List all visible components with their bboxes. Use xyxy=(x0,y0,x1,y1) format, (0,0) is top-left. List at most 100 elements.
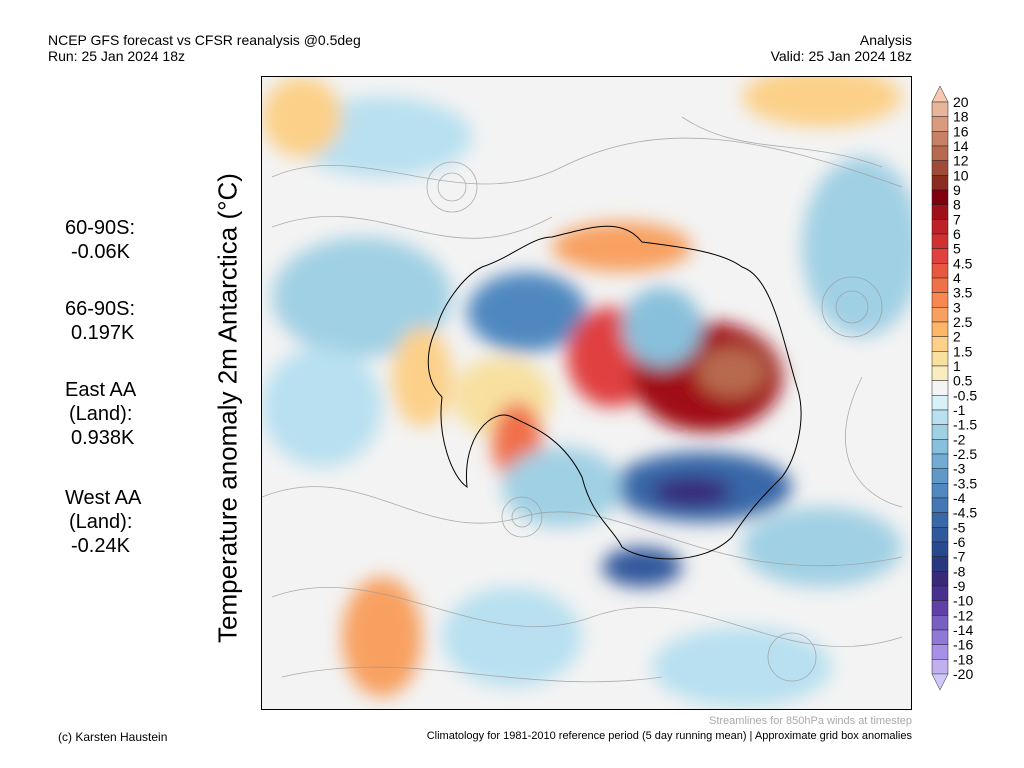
colorbar-tick-label: 1.5 xyxy=(953,343,973,359)
colorbar-segment xyxy=(931,233,949,249)
y-axis-label: Temperature anomaly 2m Antarctica (°C) xyxy=(212,173,243,643)
climatology-note: Climatology for 1981-2010 reference peri… xyxy=(426,730,912,742)
colorbar-tick-label: -18 xyxy=(953,651,973,667)
colorbar-tick-label: 14 xyxy=(953,138,969,154)
colorbar-tick-label: 20 xyxy=(953,94,969,110)
stat-value: -0.06K xyxy=(71,241,130,263)
colorbar-segment xyxy=(931,248,949,264)
title-run: Run: 25 Jan 2024 18z xyxy=(48,48,185,64)
colorbar-segment xyxy=(931,453,949,469)
colorbar-tick-label: 3 xyxy=(953,299,961,315)
stat-west-aa: West AA (Land): -0.24K xyxy=(65,486,141,558)
colorbar-tick-label: -1.5 xyxy=(953,417,977,433)
colorbar-tick-label: 9 xyxy=(953,182,961,198)
colorbar-tick-label: -2.5 xyxy=(953,446,977,462)
colorbar-tick-label: -5 xyxy=(953,519,966,535)
colorbar-segment xyxy=(931,131,949,147)
colorbar-segment xyxy=(931,600,949,616)
colorbar-segment xyxy=(931,160,949,176)
colorbar-tick-label: 1 xyxy=(953,358,961,374)
colorbar-segment xyxy=(931,219,949,235)
colorbar-segment xyxy=(931,189,949,205)
anomaly-field xyxy=(262,77,911,707)
stat-66-90s: 66-90S: 0.197K xyxy=(65,297,135,345)
stat-60-90s: 60-90S: -0.06K xyxy=(65,216,135,264)
colorbar-segment xyxy=(931,424,949,440)
colorbar-tick-label: -4.5 xyxy=(953,505,977,521)
colorbar-tick-label: 0.5 xyxy=(953,373,973,389)
colorbar-segment xyxy=(931,395,949,411)
streamlines xyxy=(262,116,903,683)
title-model: NCEP GFS forecast vs CFSR reanalysis @0.… xyxy=(48,32,361,48)
colorbar-tick-label: 12 xyxy=(953,153,969,169)
streamlines-note: Streamlines for 850hPa winds at timestep xyxy=(709,715,912,727)
colorbar-segment xyxy=(931,292,949,308)
colorbar-segment xyxy=(931,571,949,587)
colorbar-tick-label: 6 xyxy=(953,226,961,242)
anomaly-map xyxy=(261,76,912,710)
stat-label: East AA xyxy=(65,379,137,401)
colorbar-segment xyxy=(931,439,949,455)
colorbar-tick-label: -20 xyxy=(953,666,973,682)
colorbar-tick-label: -10 xyxy=(953,593,973,609)
colorbar-tick-label: 7 xyxy=(953,211,961,227)
colorbar-segment xyxy=(931,629,949,645)
colorbar-tick-label: -3.5 xyxy=(953,475,977,491)
colorbar-tick-label: 16 xyxy=(953,123,969,139)
colorbar-svg: 201816141210987654.543.532.521.510.5-0.5… xyxy=(931,85,977,691)
credit-text: (c) Karsten Haustein xyxy=(58,730,168,744)
colorbar-arrow-top xyxy=(931,85,949,103)
colorbar-segment xyxy=(931,336,949,352)
colorbar-segment xyxy=(931,585,949,601)
colorbar-tick-label: 8 xyxy=(953,197,961,213)
colorbar-tick-label: -12 xyxy=(953,607,973,623)
colorbar-tick-label: -8 xyxy=(953,563,966,579)
colorbar: 20 18 16 14 12 10 9 8 7 6 5 4.5 4 3.5 3 2.5 2 1.5 1 0.5 -0.5… xyxy=(928,85,988,706)
colorbar-tick-label: -1 xyxy=(953,402,966,418)
colorbar-segment xyxy=(931,468,949,484)
colorbar-segment xyxy=(931,175,949,191)
colorbar-segment xyxy=(931,263,949,279)
colorbar-segment xyxy=(931,556,949,572)
colorbar-segment xyxy=(931,380,949,396)
colorbar-tick-label: -6 xyxy=(953,534,966,550)
colorbar-segment xyxy=(931,644,949,660)
colorbar-tick-label: 2 xyxy=(953,329,961,345)
colorbar-tick-label: -14 xyxy=(953,622,973,638)
stat-east-aa: East AA (Land): 0.938K xyxy=(65,378,136,450)
colorbar-tick-label: 3.5 xyxy=(953,285,973,301)
colorbar-segment xyxy=(931,365,949,381)
colorbar-tick-label: -9 xyxy=(953,578,966,594)
stat-label-2: (Land): xyxy=(69,403,133,425)
colorbar-tick-label: 2.5 xyxy=(953,314,973,330)
stat-label: West AA xyxy=(65,487,142,509)
colorbar-tick-label: -7 xyxy=(953,549,966,565)
stat-value: -0.24K xyxy=(71,535,130,557)
colorbar-tick-label: -0.5 xyxy=(953,387,977,403)
stat-label: 66-90S: xyxy=(65,298,136,320)
colorbar-tick-label: -4 xyxy=(953,490,966,506)
title-valid: Valid: 25 Jan 2024 18z xyxy=(770,48,912,64)
colorbar-arrow-bottom xyxy=(931,673,949,691)
colorbar-tick-label: 10 xyxy=(953,167,969,183)
colorbar-segment xyxy=(931,659,949,675)
colorbar-segment xyxy=(931,541,949,557)
colorbar-segment xyxy=(931,409,949,425)
map-graphic xyxy=(262,77,911,707)
colorbar-segment xyxy=(931,145,949,161)
colorbar-segment xyxy=(931,307,949,323)
colorbar-segment xyxy=(931,116,949,132)
colorbar-segment xyxy=(931,204,949,220)
colorbar-tick-label: -2 xyxy=(953,431,966,447)
colorbar-tick-label: -3 xyxy=(953,461,966,477)
antarctica-coastline xyxy=(427,225,802,560)
colorbar-segment xyxy=(931,512,949,528)
colorbar-segment xyxy=(931,615,949,631)
stat-value: 0.197K xyxy=(71,322,135,344)
colorbar-tick-label: 18 xyxy=(953,109,969,125)
colorbar-tick-label: -16 xyxy=(953,637,973,653)
colorbar-tick-label: 4.5 xyxy=(953,255,973,271)
colorbar-segment xyxy=(931,277,949,293)
title-analysis: Analysis xyxy=(859,32,912,48)
colorbar-segment xyxy=(931,101,949,117)
